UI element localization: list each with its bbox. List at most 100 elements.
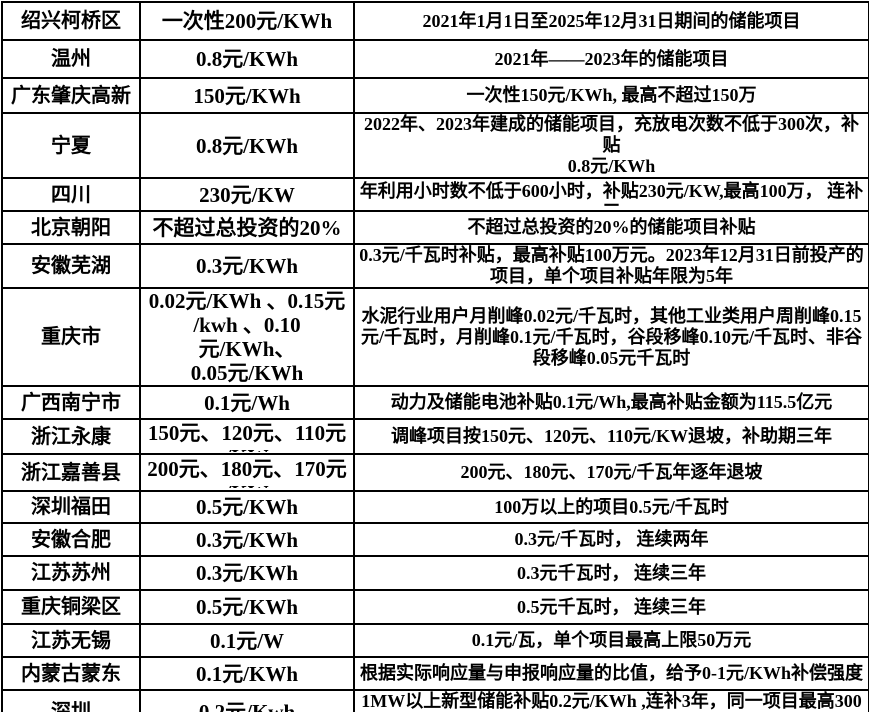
table-row: 广西南宁市 0.1元/Wh 动力及储能电池补贴0.1元/Wh,最高补贴金额为115.… <box>1 385 869 420</box>
description-cell: 0.5元千瓦时， 连续三年 <box>353 589 869 625</box>
table-row: 宁夏 0.8元/KWh 2022年、2023年建成的储能项目，充放电次数不低于300… <box>1 112 869 179</box>
region-cell-text: 浙江嘉善县 <box>21 461 121 484</box>
table-row: 北京朝阳 不超过总投资的20% 不超过总投资的20%的储能项目补贴 <box>1 210 869 245</box>
subsidy-cell: 0.1元/W <box>139 623 355 658</box>
description-cell: 2021年——2023年的储能项目 <box>353 39 869 79</box>
description-cell-text: 一次性150元/KWh, 最高不超过150万 <box>466 85 757 105</box>
region-cell: 江苏无锡 <box>1 623 141 658</box>
subsidy-cell-text: 0.8元/KWh <box>195 133 299 158</box>
region-cell-text: 宁夏 <box>51 134 91 157</box>
region-cell: 广东肇庆高新 <box>1 77 141 114</box>
description-cell-text: 根据实际响应量与申报响应量的比值，给予0-1元/KWh补偿强度 <box>359 663 863 683</box>
subsidy-cell-text: 不超过总投资的20% <box>152 215 342 240</box>
table-row: 安徽合肥 0.3元/KWh 0.3元/千瓦时， 连续两年 <box>1 522 869 557</box>
description-cell-text: 2021年——2023年的储能项目 <box>494 48 729 69</box>
table-row: 重庆铜梁区 0.5元/KWh 0.5元千瓦时， 连续三年 <box>1 589 869 625</box>
region-cell-text: 广东肇庆高新 <box>11 84 131 107</box>
region-cell: 北京朝阳 <box>1 210 141 245</box>
subsidy-cell-text: 0.8元/KWh <box>195 47 299 71</box>
subsidy-cell: 不超过总投资的20% <box>139 210 355 245</box>
region-cell: 广西南宁市 <box>1 385 141 420</box>
subsidy-cell: 一次性200元/KWh <box>139 1 355 41</box>
subsidy-cell: 150元、120元、110元 /KW <box>139 418 355 455</box>
region-cell: 四川 <box>1 177 141 212</box>
description-cell: 0.3元/千瓦时， 连续两年 <box>353 522 869 557</box>
region-cell-text: 江苏无锡 <box>31 629 111 652</box>
table-row: 广东肇庆高新 150元/KWh 一次性150元/KWh, 最高不超过150万 <box>1 77 869 114</box>
table-row: 内蒙古蒙东 0.1元/KWh 根据实际响应量与申报响应量的比值，给予0-1元/KWh… <box>1 656 869 691</box>
description-cell-text: 动力及储能电池补贴0.1元/Wh,最高补贴金额为115.5亿元 <box>390 392 833 412</box>
region-cell-text: 深圳 <box>51 701 91 712</box>
table-row: 深圳 0.2元/Kwh 1MW以上新型储能补贴0.2元/KWh ,连补3年，同一项目… <box>1 689 869 712</box>
table-row: 江苏苏州 0.3元/KWh 0.3元千瓦时， 连续三年 <box>1 555 869 591</box>
table-row: 深圳福田 0.5元/KWh 100万以上的项目0.5元/千瓦时 <box>1 490 869 524</box>
region-cell: 宁夏 <box>1 112 141 179</box>
description-cell-text: 水泥行业用户月削峰0.02元/千瓦时，其他工业类用户周削峰0.15 元/千瓦时，… <box>360 305 862 368</box>
region-cell: 重庆铜梁区 <box>1 589 141 625</box>
region-cell: 浙江永康 <box>1 418 141 455</box>
region-cell: 安徽合肥 <box>1 522 141 557</box>
table-row: 绍兴柯桥区 一次性200元/KWh 2021年1月1日至2025年12月31日期间的… <box>1 1 869 41</box>
region-cell: 深圳福田 <box>1 490 141 524</box>
description-cell: 水泥行业用户月削峰0.02元/千瓦时，其他工业类用户周削峰0.15 元/千瓦时，… <box>353 287 869 387</box>
description-cell-text: 0.3元千瓦时， 连续三年 <box>517 562 706 583</box>
description-cell-text: 年利用小时数不低于600小时，补贴230元/KW,最高100万， 连补三 年 <box>359 180 864 209</box>
table-row: 重庆市 0.02元/KWh 、0.15元 /kwh 、0.10元/KWh、 0.0… <box>1 287 869 387</box>
region-cell-text: 广西南宁市 <box>21 391 121 414</box>
subsidy-cell: 0.2元/Kwh <box>139 689 355 712</box>
description-cell-text: 0.5元千瓦时， 连续三年 <box>517 596 706 617</box>
region-cell-text: 内蒙古蒙东 <box>21 662 121 685</box>
description-cell-text: 2022年、2023年建成的储能项目，充放电次数不低于300次，补贴 0.8元/… <box>364 114 859 176</box>
subsidy-cell: 0.3元/KWh <box>139 555 355 591</box>
description-cell-text: 100万以上的项目0.5元/千瓦时 <box>494 496 729 517</box>
region-cell: 浙江嘉善县 <box>1 453 141 492</box>
description-cell: 动力及储能电池补贴0.1元/Wh,最高补贴金额为115.5亿元 <box>353 385 869 420</box>
description-cell: 一次性150元/KWh, 最高不超过150万 <box>353 77 869 114</box>
description-cell-text: 1MW以上新型储能补贴0.2元/KWh ,连补3年，同一项目最高300万 <box>361 691 862 711</box>
description-cell: 根据实际响应量与申报响应量的比值，给予0-1元/KWh补偿强度 <box>353 656 869 691</box>
subsidy-cell: 0.5元/KWh <box>139 589 355 625</box>
description-cell: 200元、180元、170元/千瓦年逐年退坡 <box>353 453 869 492</box>
subsidy-cell-text: 一次性200元/KWh <box>161 9 333 33</box>
subsidy-cell: 150元/KWh <box>139 77 355 114</box>
subsidy-cell: 0.02元/KWh 、0.15元 /kwh 、0.10元/KWh、 0.05元/… <box>139 287 355 387</box>
subsidy-cell: 0.8元/KWh <box>139 39 355 79</box>
subsidy-cell-text: 0.1元/Wh <box>204 390 290 415</box>
description-cell: 2021年1月1日至2025年12月31日期间的储能项目 <box>353 1 869 41</box>
description-cell-text: 调峰项目按150元、120元、110元/KW退坡，补助期三年 <box>390 426 832 446</box>
subsidy-cell: 0.3元/KWh <box>139 243 355 289</box>
subsidy-cell-text: 200元、180元、170元 /KW <box>147 457 347 488</box>
region-cell-text: 重庆市 <box>41 326 101 348</box>
description-cell: 0.3元/千瓦时补贴，最高补贴100万元。2023年12月31日前投产的 项目，… <box>353 243 869 289</box>
region-cell: 安徽芜湖 <box>1 243 141 289</box>
subsidy-cell: 200元、180元、170元 /KW <box>139 453 355 492</box>
description-cell: 1MW以上新型储能补贴0.2元/KWh ,连补3年，同一项目最高300万 <box>353 689 869 712</box>
table-row: 安徽芜湖 0.3元/KWh 0.3元/千瓦时补贴，最高补贴100万元。2023年12… <box>1 243 869 289</box>
subsidy-cell: 230元/KW <box>139 177 355 212</box>
table-row: 浙江永康 150元、120元、110元 /KW 调峰项目按150元、120元、110… <box>1 418 869 455</box>
subsidy-cell: 0.1元/Wh <box>139 385 355 420</box>
description-cell: 不超过总投资的20%的储能项目补贴 <box>353 210 869 245</box>
description-cell-text: 0.3元/千瓦时， 连续两年 <box>514 529 709 549</box>
description-cell: 调峰项目按150元、120元、110元/KW退坡，补助期三年 <box>353 418 869 455</box>
subsidy-cell: 0.1元/KWh <box>139 656 355 691</box>
region-cell-text: 安徽合肥 <box>31 528 111 551</box>
description-cell: 2022年、2023年建成的储能项目，充放电次数不低于300次，补贴 0.8元/… <box>353 112 869 179</box>
subsidy-cell-text: 230元/KW <box>199 182 295 207</box>
subsidy-cell-text: 0.3元/KWh <box>195 254 299 278</box>
subsidy-cell-text: 0.1元/W <box>209 628 285 653</box>
description-cell: 100万以上的项目0.5元/千瓦时 <box>353 490 869 524</box>
subsidy-cell-text: 0.1元/KWh <box>195 661 299 686</box>
subsidy-cell-text: 150元/KWh <box>193 83 301 108</box>
region-cell-text: 温州 <box>51 48 91 70</box>
description-cell-text: 不超过总投资的20%的储能项目补贴 <box>467 217 756 237</box>
region-cell-text: 重庆铜梁区 <box>21 596 121 618</box>
region-cell: 绍兴柯桥区 <box>1 1 141 41</box>
region-cell-text: 江苏苏州 <box>31 562 111 584</box>
region-cell: 温州 <box>1 39 141 79</box>
description-cell-text: 0.1元/瓦，单个项目最高上限50万元 <box>471 630 752 650</box>
description-cell: 0.1元/瓦，单个项目最高上限50万元 <box>353 623 869 658</box>
region-cell: 内蒙古蒙东 <box>1 656 141 691</box>
